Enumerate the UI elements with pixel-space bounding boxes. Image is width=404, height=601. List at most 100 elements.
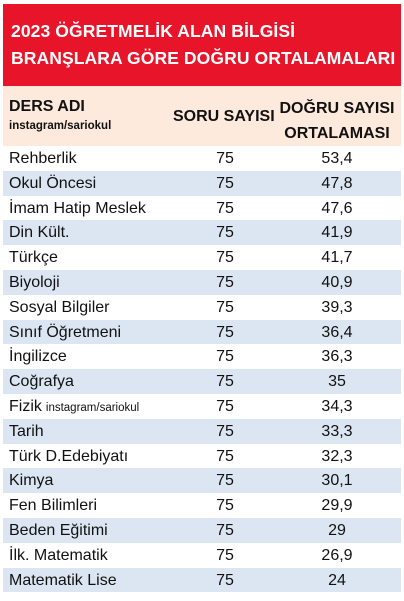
cell-soru-sayisi: 75 (216, 497, 234, 515)
ders-adi-text: Rehberlik (9, 150, 77, 167)
cell-dogru-ortalamasi: 29,9 (321, 497, 353, 515)
table-row: Türkçe 75 41,7 (3, 245, 401, 270)
table-row: Rehberlik 75 53,4 (3, 146, 401, 171)
cell-soru-sayisi: 75 (216, 249, 234, 267)
table-row: Sosyal Bilgiler 75 39,3 (3, 294, 401, 320)
cell-ders-adi: İmam Hatip Meslek (9, 196, 146, 221)
table-row: İngilizce 75 36,3 (3, 344, 401, 370)
ders-adi-text: Sosyal Bilgiler (9, 298, 110, 316)
cell-ders-adi: Fen Bilimleri (9, 493, 97, 518)
cell-ders-adi: Sınıf Öğretmeni (9, 320, 121, 345)
cell-ders-adi: Tarih (9, 419, 44, 444)
cell-dogru-ortalamasi: 34,3 (321, 397, 353, 415)
cell-dogru-ortalamasi: 47,6 (321, 199, 353, 217)
cell-dogru-ortalamasi: 41,9 (321, 224, 353, 242)
table-row: Kimya 75 30,1 (3, 468, 401, 494)
cell-ders-adi: İngilizce (9, 344, 67, 369)
cell-soru-sayisi: 75 (216, 373, 234, 391)
table-body: Rehberlik 75 53,4 Okul Öncesi 75 47,8 İmam Hat… (3, 146, 401, 593)
cell-ders-adi: Fizik instagram/sariokul (9, 394, 139, 421)
ders-adi-text: İlk. Matematik (9, 546, 108, 564)
table-row: Türk D.Edebiyatı 75 32,3 (3, 443, 401, 469)
header-instagram-handle: instagram/sariokul (9, 120, 112, 132)
cell-soru-sayisi: 75 (216, 422, 234, 440)
ders-adi-text: Türkçe (9, 249, 58, 267)
cell-soru-sayisi: 75 (216, 224, 234, 242)
table-row: Din Kült. 75 41,9 (3, 220, 401, 246)
cell-dogru-ortalamasi: 33,3 (321, 422, 353, 440)
cell-dogru-ortalamasi: 36,4 (321, 323, 353, 341)
cell-soru-sayisi: 75 (216, 472, 234, 490)
cell-soru-sayisi: 75 (216, 521, 234, 539)
ders-adi-text: Coğrafya (9, 373, 74, 391)
cell-ders-adi: Türk D.Edebiyatı (9, 444, 128, 469)
table-row: Okul Öncesi 75 47,8 (3, 170, 401, 196)
cell-soru-sayisi: 75 (216, 447, 234, 465)
table-title: 2023 ÖĞRETMELİK ALAN BİLGİSİ BRANŞLARA G… (3, 4, 401, 86)
table-row: Matematik Lise 75 24 (3, 567, 401, 593)
ders-adi-text: Biyoloji (9, 273, 60, 291)
cell-dogru-ortalamasi: 29 (328, 521, 346, 539)
header-dogru-ortalamasi: DOĞRU SAYISI ORTALAMASI (273, 96, 401, 146)
cell-soru-sayisi: 75 (216, 174, 234, 192)
table-row: Coğrafya 75 35 (3, 369, 401, 394)
cell-ders-adi: Coğrafya (9, 369, 74, 394)
cell-ders-adi: Türkçe (9, 245, 58, 270)
header-soru-sayisi: SORU SAYISI (173, 108, 275, 125)
cell-dogru-ortalamasi: 36,3 (321, 348, 353, 366)
cell-dogru-ortalamasi: 35 (328, 373, 346, 391)
ders-adi-text: Sınıf Öğretmeni (9, 323, 122, 341)
cell-soru-sayisi: 75 (216, 150, 234, 167)
table-row: Fizik instagram/sariokul 75 34,3 (3, 393, 401, 421)
cell-soru-sayisi: 75 (216, 199, 234, 217)
cell-dogru-ortalamasi: 47,8 (321, 174, 353, 192)
instagram-watermark-text: instagram/sariokul (45, 401, 140, 414)
cell-ders-adi: Din Kült. (9, 220, 69, 245)
header-dogru-line-1: DOĞRU SAYISI (279, 100, 395, 117)
table-row: İlk. Matematik 75 26,9 (3, 542, 401, 568)
cell-soru-sayisi: 75 (216, 298, 234, 316)
ders-adi-text: Türk D.Edebiyatı (9, 447, 129, 465)
cell-dogru-ortalamasi: 24 (328, 571, 346, 589)
cell-soru-sayisi: 75 (216, 348, 234, 366)
table-row: Biyoloji 75 40,9 (3, 269, 401, 295)
table-row: Fen Bilimleri 75 29,9 (3, 493, 401, 518)
ders-adi-text: Fen Bilimleri (9, 497, 98, 515)
cell-soru-sayisi: 75 (216, 546, 234, 564)
table-row: Beden Eğitimi 75 29 (3, 517, 401, 543)
cell-soru-sayisi: 75 (216, 571, 234, 589)
cell-soru-sayisi: 75 (216, 397, 234, 415)
cell-ders-adi: Kimya (9, 468, 53, 493)
table-row: Tarih 75 33,3 (3, 418, 401, 444)
ders-adi-text: Beden Eğitimi (9, 521, 108, 539)
cell-dogru-ortalamasi: 53,4 (321, 150, 353, 167)
cell-ders-adi: Sosyal Bilgiler (9, 295, 109, 320)
table-row: İmam Hatip Meslek 75 47,6 (3, 195, 401, 221)
ders-adi-text: Fizik (9, 397, 42, 415)
cell-dogru-ortalamasi: 39,3 (321, 298, 353, 316)
ders-adi-text: Kimya (9, 472, 54, 490)
cell-soru-sayisi: 75 (216, 323, 234, 341)
cell-soru-sayisi: 75 (216, 273, 234, 291)
cell-ders-adi: Okul Öncesi (9, 171, 96, 196)
ders-adi-text: Matematik Lise (9, 571, 117, 589)
cell-ders-adi: Biyoloji (9, 270, 60, 295)
cell-dogru-ortalamasi: 41,7 (321, 249, 353, 267)
ders-adi-text: İngilizce (9, 348, 67, 366)
ders-adi-text: Tarih (9, 422, 44, 440)
header-dogru-line-2: ORTALAMASI (284, 125, 390, 142)
cell-dogru-ortalamasi: 26,9 (321, 546, 353, 564)
cell-ders-adi: İlk. Matematik (9, 543, 108, 568)
ders-adi-text: İmam Hatip Meslek (9, 199, 146, 217)
cell-dogru-ortalamasi: 32,3 (321, 447, 353, 465)
cell-ders-adi: Matematik Lise (9, 568, 117, 593)
table-row: Sınıf Öğretmeni 75 36,4 (3, 319, 401, 345)
cell-dogru-ortalamasi: 40,9 (321, 273, 353, 291)
ders-adi-text: Din Kült. (9, 224, 70, 242)
ders-adi-text: Okul Öncesi (9, 174, 97, 192)
cell-ders-adi: Rehberlik (9, 146, 77, 171)
title-line-2: BRANŞLARA GÖRE DOĞRU ORTALAMALARI (11, 48, 396, 68)
cell-dogru-ortalamasi: 30,1 (321, 472, 353, 490)
header-ders-adi: DERS ADI (9, 98, 85, 115)
